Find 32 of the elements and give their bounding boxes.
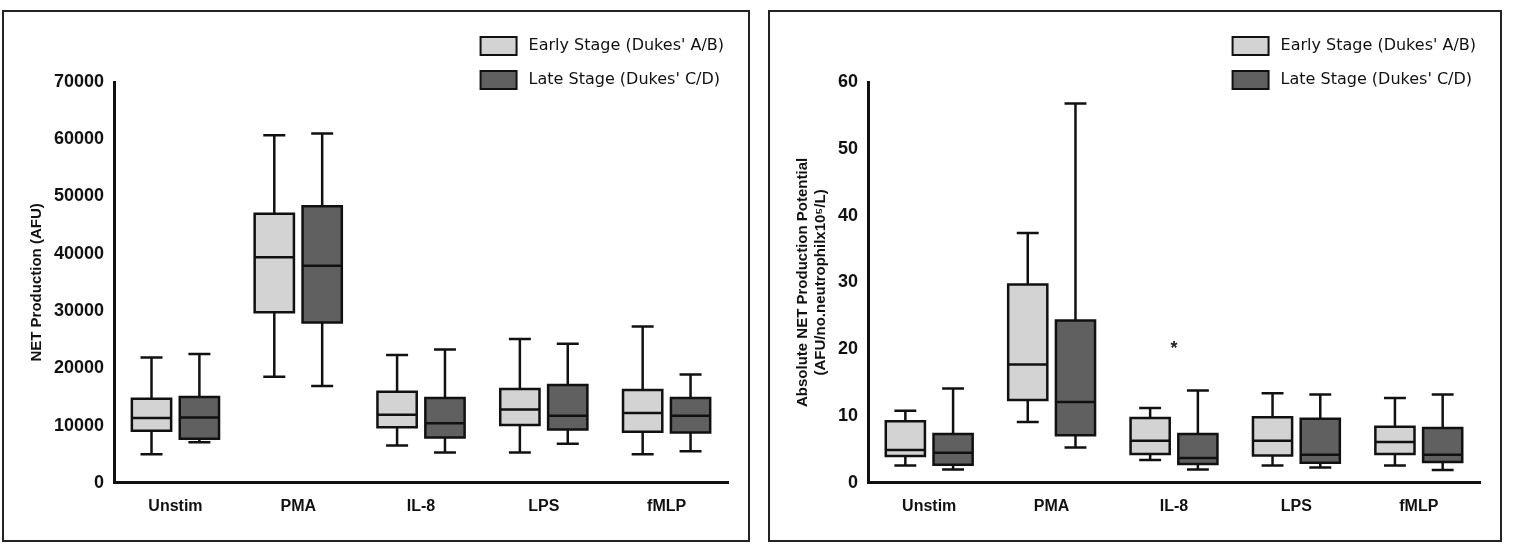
x-tick-label: IL-8 [406,496,436,514]
y-tick-label: 40000 [53,242,105,263]
y-tick-label: 70000 [53,70,105,91]
legend-label: Late Stage (Dukes' C/D) [1280,69,1473,89]
y-tick-label: 60 [837,70,859,91]
y-tick-label: 40 [837,204,859,225]
x-tick-label: fMLP [647,496,687,514]
x-tick-label: LPS [1280,496,1313,514]
x-tick-label: PMA [1033,496,1070,514]
y-tick-label: 10 [837,404,859,425]
x-tick-label: PMA [280,496,317,514]
y-tick-label: 10000 [53,414,105,435]
legend-label: Early Stage (Dukes' A/B) [1280,35,1477,55]
x-tick-label: LPS [528,496,560,514]
y-tick-label: 60000 [53,128,105,149]
legend-label: Early Stage (Dukes' A/B) [528,35,725,55]
y-tick-label: 20 [837,338,859,359]
x-tick-label: IL-8 [1159,496,1189,514]
x-tick-label: fMLP [1399,496,1439,514]
y-tick-label: 30 [837,271,859,292]
y-tick-label: 50000 [53,185,105,206]
y-tick-label: 0 [94,471,105,492]
y-tick-label: 30000 [53,300,105,320]
y-tick-label: 0 [848,471,859,492]
x-tick-label: Unstim [148,496,203,514]
y-tick-label: 50 [837,137,859,158]
y-axis-title: NET Production (AFU) [27,203,45,362]
y-axis-title: Absolute NET Production Potential (AFU/no.neutrophilx10⁵/L) [793,157,829,407]
annotation: * [1170,338,1178,359]
x-tick-label: Unstim [902,496,957,514]
legend-label: Late Stage (Dukes' C/D) [528,69,721,89]
y-tick-label: 20000 [53,357,105,378]
